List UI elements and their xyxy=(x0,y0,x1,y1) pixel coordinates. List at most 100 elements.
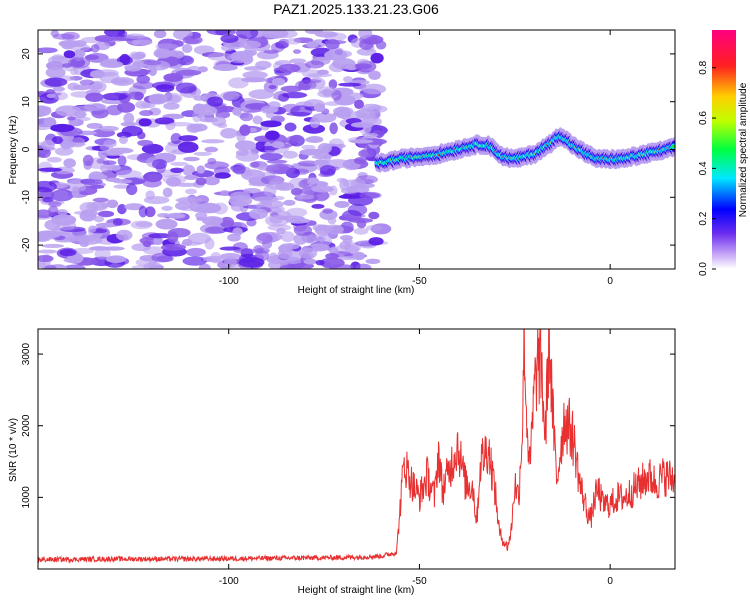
spectrogram-noise-cell xyxy=(290,187,303,196)
spectrogram-noise-cell xyxy=(334,200,350,209)
spectrogram-noise-cell xyxy=(44,77,68,87)
spectrogram-noise-cell xyxy=(343,92,364,100)
spectrogram-noise-cell xyxy=(142,240,152,248)
spectrogram-noise-cell xyxy=(248,89,275,100)
spectrogram-noise-cell xyxy=(38,167,63,172)
spectrogram-noise-cell xyxy=(196,165,206,174)
spectrogram-noise-cell xyxy=(46,93,56,99)
spectrogram-noise-cell xyxy=(364,36,380,45)
spectrogram-noise-cell xyxy=(361,83,387,95)
spectrogram-noise-cell xyxy=(155,84,175,93)
spectrogram-noise-cell xyxy=(83,181,106,188)
spectrogram-noise-cell xyxy=(69,68,79,76)
spectrogram-noise-cell xyxy=(52,91,69,101)
spectrogram-noise-cell xyxy=(269,214,283,224)
spectrogram-noise-cell xyxy=(97,210,115,218)
snr-frame xyxy=(37,328,676,570)
spectrogram-noise-cell xyxy=(232,107,242,116)
spectrogram-noise-cell xyxy=(38,230,61,239)
spectrogram-noise-cell xyxy=(83,103,107,111)
spectrogram-noise-cell xyxy=(259,200,273,206)
spectrogram-noise-cell xyxy=(139,110,154,117)
spectrogram-noise-cell xyxy=(318,86,336,95)
spectrogram-noise-cell xyxy=(46,156,62,163)
spectrogram-noise-cell xyxy=(242,70,268,80)
spectrogram-noise-cell xyxy=(70,43,91,52)
spectrogram-noise-cell xyxy=(306,136,324,144)
spectrogram-noise-cell xyxy=(113,184,131,189)
spectrogram-noise-cell xyxy=(63,50,76,59)
spectrogram-x-axis-label: Height of straight line (km) xyxy=(298,285,415,296)
snr-x-tick-label: -50 xyxy=(412,576,427,587)
spectrogram-noise-cell xyxy=(90,43,100,53)
spectrogram-noise-cell xyxy=(284,122,297,132)
spectrogram-noise-cell xyxy=(82,154,94,166)
spectrogram-noise-cell xyxy=(41,139,55,150)
spectrogram-noise-cell xyxy=(176,69,202,76)
spectrogram-noise-cell xyxy=(127,91,145,100)
spectrogram-noise-cell xyxy=(67,82,80,91)
spectrogram-noise-cell xyxy=(72,247,94,255)
spectrogram-noise-cell xyxy=(67,56,91,69)
spectrogram-noise-cell xyxy=(112,218,123,226)
spectrogram-noise-cell xyxy=(286,207,308,218)
colorbar-gradient xyxy=(712,30,736,269)
spectrogram-noise-cell xyxy=(271,141,285,149)
spectrogram-noise-cell xyxy=(221,44,235,52)
spectrogram-noise-cell xyxy=(99,143,114,152)
spectrogram-noise-cell xyxy=(100,202,110,209)
spectrogram-noise-cell xyxy=(84,54,100,60)
spectrogram-noise-cell xyxy=(155,218,178,230)
spectrogram-noise-cell xyxy=(144,206,156,218)
spectrogram-noise-cell xyxy=(354,99,364,110)
spectrogram-noise-cell xyxy=(193,95,206,101)
spectrogram-noise-cell xyxy=(214,172,231,179)
spectrogram-noise-cell xyxy=(73,49,86,58)
spectrogram-noise-cell xyxy=(365,224,383,232)
spectrogram-noise-cell xyxy=(102,160,117,166)
spectrogram-noise-cell xyxy=(239,40,262,49)
spectrogram-noise-cell xyxy=(38,105,52,117)
spectrogram-noise-cell xyxy=(138,205,148,218)
spectrogram-noise-cell xyxy=(354,157,367,165)
spectrogram-noise-cell xyxy=(112,179,133,184)
spectrogram-noise-cell xyxy=(347,203,368,216)
spectrogram-noise-cell xyxy=(163,73,184,82)
spectrogram-noise-cell xyxy=(204,146,219,153)
spectrogram-noise-cell xyxy=(293,224,313,236)
spectrogram-noise-cell xyxy=(252,115,263,125)
spectrogram-noise-cell xyxy=(262,30,289,39)
spectrogram-noise-cell xyxy=(178,135,198,142)
spectrogram-noise-cell xyxy=(282,150,298,159)
spectrogram-noise-cell xyxy=(81,209,98,218)
spectrogram-noise-cell xyxy=(105,104,123,116)
spectrogram-noise-cell xyxy=(339,178,350,191)
spectrogram-noise-cell xyxy=(94,248,111,260)
spectrogram-noise-cell xyxy=(51,214,77,226)
spectrogram-noise-cell xyxy=(302,123,326,134)
spectrogram-noise-cell xyxy=(90,246,108,251)
spectrogram-y-tick-label: -10 xyxy=(21,190,32,205)
spectrogram-noise-cell xyxy=(88,225,97,233)
spectrogram-noise-cell xyxy=(370,52,384,64)
colorbar-tick-label: 0.8 xyxy=(698,60,709,74)
spectrogram-noise-cell xyxy=(248,208,268,220)
spectrogram-noise-cell xyxy=(182,256,208,266)
colorbar: 0.0 0.2 0.4 0.6 0.8 Normalized spectral ampl… xyxy=(698,30,749,276)
spectrogram-noise-cell xyxy=(170,167,184,173)
spectrogram-noise-cell xyxy=(72,116,91,122)
spectrogram-noise-cell xyxy=(54,225,75,231)
spectrogram-noise-cell xyxy=(268,252,278,261)
spectrogram-noise-cell xyxy=(320,234,332,246)
snr-y-tick-label: 1000 xyxy=(21,486,32,509)
spectrogram-noise-cell xyxy=(315,259,325,266)
spectrogram-noise-cell xyxy=(358,149,374,158)
spectrogram-noise-cell xyxy=(143,246,166,255)
spectrogram-noise-cell xyxy=(365,258,381,265)
snr-y-axis-label: SNR (10 * v/v) xyxy=(8,418,19,482)
spectrogram-noise-cell xyxy=(47,55,69,66)
spectrogram-noise-cell xyxy=(204,237,215,250)
spectrogram-noise-cell xyxy=(348,217,374,224)
spectrogram-noise-cell xyxy=(101,92,128,101)
